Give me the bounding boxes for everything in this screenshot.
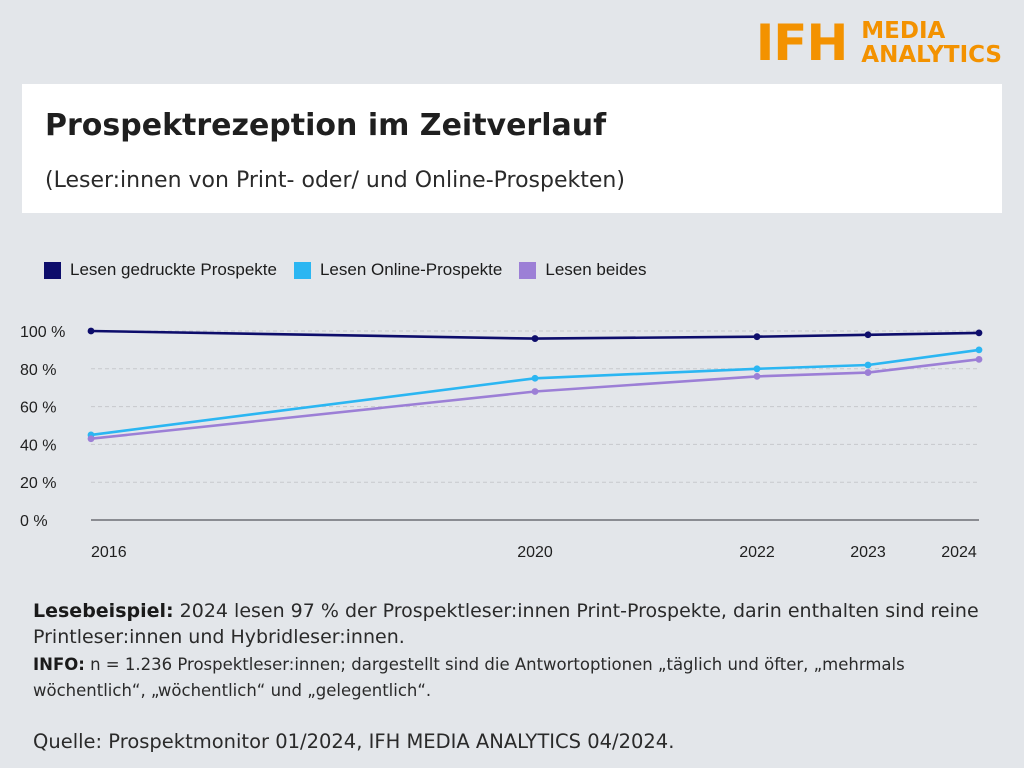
legend-label: Lesen beides (545, 260, 647, 279)
data-point (975, 329, 983, 337)
x-tick-label: 2020 (517, 544, 553, 561)
logo: IFH MEDIA ANALYTICS (756, 18, 1002, 68)
info-note: INFO: n = 1.236 Prospektleser:innen; dar… (33, 652, 1003, 704)
title-card: Prospektrezeption im Zeitverlauf (Leser:… (22, 84, 1002, 213)
y-tick-label: 60 % (20, 400, 56, 417)
y-tick-label: 0 % (20, 513, 48, 530)
legend-swatch (519, 261, 537, 279)
chart-subtitle: (Leser:innen von Print- oder/ und Online… (45, 168, 625, 193)
legend-label: Lesen Online-Prospekte (319, 260, 503, 279)
legend-item-online: Lesen Online-Prospekte (293, 260, 503, 280)
info-text: n = 1.236 Prospektleser:innen; dargestel… (33, 655, 905, 700)
notes: Lesebeispiel: 2024 lesen 97 % der Prospe… (33, 598, 1003, 704)
data-point (531, 335, 539, 342)
logo-line-2: ANALYTICS (861, 42, 1002, 68)
legend-item-both: Lesen beides (519, 260, 647, 280)
logo-line-1: MEDIA (861, 18, 946, 44)
data-point (864, 331, 872, 339)
source-label: Quelle: (33, 730, 103, 753)
logo-wordmark: MEDIA ANALYTICS (861, 19, 1002, 67)
series-line (90, 358, 980, 440)
source-text: Prospektmonitor 01/2024, IFH MEDIA ANALY… (102, 730, 675, 753)
y-tick-label: 20 % (20, 475, 56, 492)
legend-label: Lesen gedruckte Prospekte (70, 260, 277, 279)
data-point (87, 435, 95, 443)
data-point (864, 361, 872, 369)
legend-item-print: Lesen gedruckte Prospekte (44, 260, 277, 280)
data-point (531, 374, 539, 382)
legend-swatch (293, 261, 311, 279)
data-point (531, 388, 539, 395)
reading-example-text: 2024 lesen 97 % der Prospektleser:innen … (33, 600, 979, 648)
y-tick-label: 80 % (20, 362, 56, 379)
data-point (753, 372, 761, 380)
data-point (975, 346, 983, 354)
data-point (753, 365, 761, 373)
source-note: Quelle: Prospektmonitor 01/2024, IFH MED… (33, 730, 674, 753)
logo-mark: IFH (755, 14, 849, 72)
legend: Lesen gedruckte Prospekte Lesen Online-P… (44, 260, 664, 280)
legend-swatch (44, 261, 61, 279)
data-point (87, 327, 95, 335)
y-tick-label: 40 % (20, 437, 56, 454)
line-chart: 100 % 80 % 60 % 40 % 20 % 0 % 2016 2020 2022 2023… (20, 324, 983, 561)
y-tick-label: 100 % (20, 324, 65, 341)
reading-example: Lesebeispiel: 2024 lesen 97 % der Prospe… (33, 598, 1003, 650)
x-tick-label: 2016 (91, 544, 127, 561)
info-label: INFO: (33, 655, 85, 674)
reading-example-label: Lesebeispiel: (33, 600, 174, 622)
x-tick-label: 2022 (739, 544, 775, 561)
x-tick-label: 2023 (850, 544, 886, 561)
data-point (753, 333, 761, 341)
data-point (864, 369, 872, 376)
data-point (975, 355, 983, 363)
x-tick-label: 2024 (941, 544, 977, 561)
chart-title: Prospektrezeption im Zeitverlauf (45, 108, 607, 143)
